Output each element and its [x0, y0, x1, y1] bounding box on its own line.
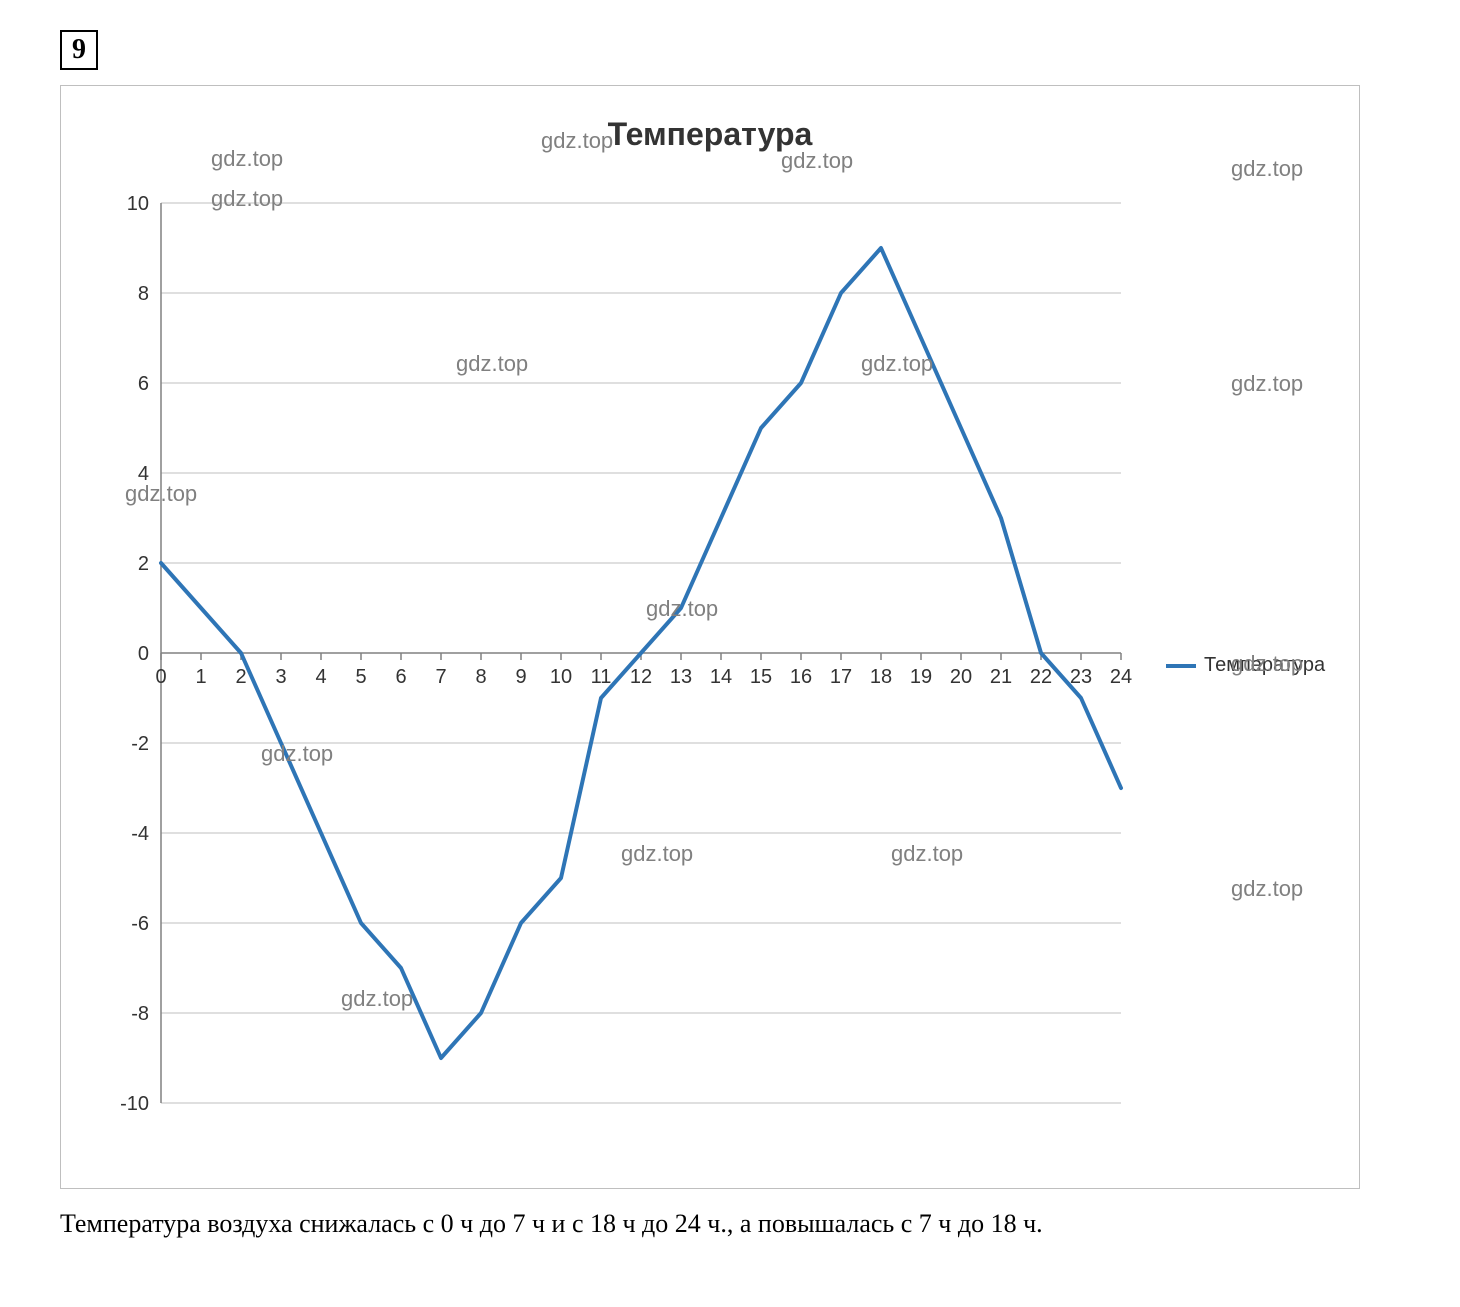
- svg-text:9: 9: [515, 666, 526, 688]
- svg-text:15: 15: [750, 666, 772, 688]
- svg-text:8: 8: [138, 283, 149, 305]
- svg-text:24: 24: [1110, 666, 1132, 688]
- question-number: 9: [60, 30, 98, 70]
- svg-text:21: 21: [990, 666, 1012, 688]
- chart-legend: Температура: [1166, 654, 1325, 677]
- chart-container: gdz.topgdz.topgdz.topgdz.topgdz.topgdz.t…: [60, 85, 1360, 1189]
- svg-text:10: 10: [127, 193, 149, 215]
- svg-text:22: 22: [1030, 666, 1052, 688]
- svg-text:4: 4: [138, 463, 149, 485]
- svg-text:6: 6: [138, 373, 149, 395]
- svg-text:19: 19: [910, 666, 932, 688]
- svg-text:17: 17: [830, 666, 852, 688]
- svg-text:6: 6: [395, 666, 406, 688]
- svg-text:-6: -6: [131, 913, 149, 935]
- line-chart-svg: 1086420-2-4-6-8-100123456789101112131415…: [81, 163, 1141, 1163]
- svg-text:2: 2: [138, 553, 149, 575]
- svg-text:5: 5: [355, 666, 366, 688]
- legend-line-icon: [1166, 664, 1196, 668]
- svg-text:-4: -4: [131, 823, 149, 845]
- chart-body: 1086420-2-4-6-8-100123456789101112131415…: [81, 163, 1339, 1168]
- svg-text:2: 2: [235, 666, 246, 688]
- svg-text:3: 3: [275, 666, 286, 688]
- svg-text:12: 12: [630, 666, 652, 688]
- legend-label: Температура: [1204, 654, 1325, 677]
- svg-text:16: 16: [790, 666, 812, 688]
- answer-text: Температура воздуха снижалась с 0 ч до 7…: [60, 1207, 1360, 1241]
- svg-text:13: 13: [670, 666, 692, 688]
- svg-text:8: 8: [475, 666, 486, 688]
- svg-text:7: 7: [435, 666, 446, 688]
- svg-text:4: 4: [315, 666, 326, 688]
- svg-text:10: 10: [550, 666, 572, 688]
- svg-text:14: 14: [710, 666, 732, 688]
- svg-text:0: 0: [138, 643, 149, 665]
- svg-text:0: 0: [155, 666, 166, 688]
- svg-text:-8: -8: [131, 1003, 149, 1025]
- svg-text:-2: -2: [131, 733, 149, 755]
- svg-text:11: 11: [591, 666, 612, 688]
- chart-title: Температура: [81, 116, 1339, 153]
- svg-text:-10: -10: [120, 1093, 149, 1115]
- svg-text:18: 18: [870, 666, 892, 688]
- svg-text:20: 20: [950, 666, 972, 688]
- svg-text:1: 1: [195, 666, 206, 688]
- chart-plot-area: 1086420-2-4-6-8-100123456789101112131415…: [81, 163, 1141, 1168]
- svg-text:23: 23: [1070, 666, 1092, 688]
